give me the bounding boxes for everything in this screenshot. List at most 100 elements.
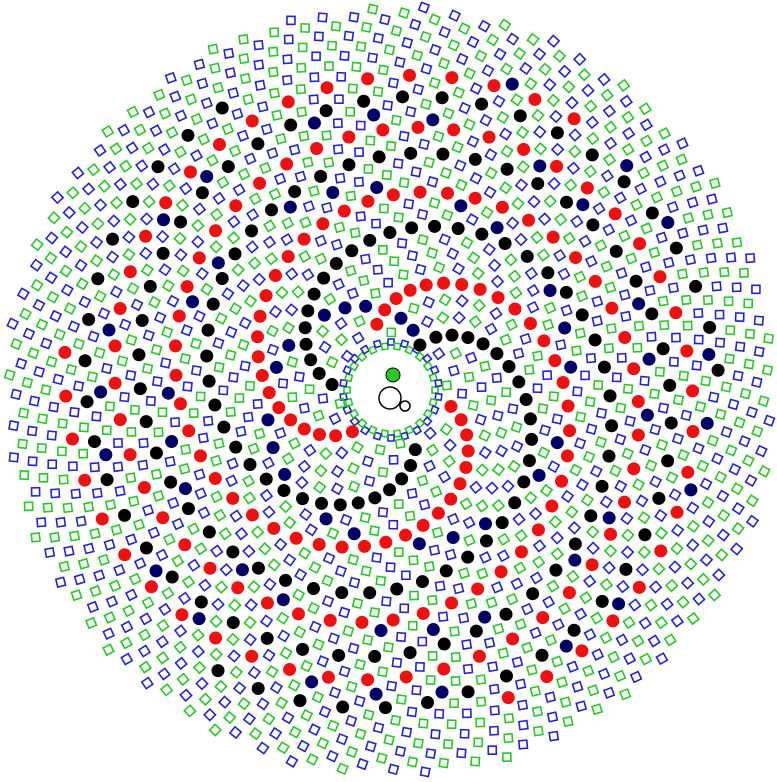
square-marker (89, 584, 102, 598)
square-marker (26, 425, 38, 437)
red-dot (419, 278, 433, 292)
square-marker (662, 256, 675, 269)
square-marker (692, 164, 705, 177)
square-marker (528, 506, 543, 521)
square-marker (463, 371, 475, 383)
square-marker (574, 327, 587, 339)
square-marker (693, 308, 704, 319)
square-marker (457, 612, 470, 624)
red-dot (113, 413, 127, 427)
square-marker (490, 581, 504, 594)
square-marker (632, 342, 643, 353)
square-marker (615, 402, 627, 414)
square-marker (161, 586, 175, 600)
red-dot (370, 317, 384, 331)
square-marker (209, 614, 223, 629)
square-marker (118, 159, 133, 173)
square-marker (447, 38, 461, 52)
square-marker (622, 383, 634, 395)
square-marker (192, 202, 207, 216)
square-marker (126, 281, 140, 296)
square-marker (497, 647, 510, 659)
square-marker (152, 489, 165, 502)
black-dot (226, 545, 240, 559)
square-marker (191, 235, 205, 249)
square-marker (670, 614, 685, 628)
black-dot (251, 137, 265, 151)
square-marker (228, 302, 243, 316)
square-marker (372, 32, 385, 44)
square-marker (557, 64, 572, 79)
square-marker (517, 699, 529, 711)
square-marker (137, 628, 152, 642)
square-marker (239, 72, 252, 85)
navy-dot (367, 108, 381, 122)
square-marker (46, 430, 57, 441)
square-marker (438, 233, 451, 246)
black-dot (603, 389, 617, 403)
square-marker (253, 39, 264, 51)
square-marker (369, 287, 381, 299)
square-marker (353, 695, 366, 708)
square-marker (261, 456, 275, 470)
square-marker (355, 41, 367, 52)
black-dot (523, 412, 537, 426)
red-dot (251, 350, 265, 364)
square-marker (422, 408, 434, 420)
square-marker (209, 240, 223, 254)
navy-dot (102, 323, 116, 337)
black-dot (531, 177, 545, 191)
square-marker (635, 494, 649, 508)
square-marker (188, 408, 199, 419)
red-dot (245, 114, 259, 128)
black-dot (363, 233, 377, 247)
square-marker (621, 110, 635, 125)
square-marker (286, 355, 299, 368)
square-marker (54, 576, 67, 589)
square-marker (406, 249, 419, 262)
red-dot (522, 213, 536, 227)
square-marker (426, 175, 439, 188)
square-marker (256, 741, 270, 755)
square-marker (243, 294, 258, 308)
square-marker (501, 479, 515, 493)
square-marker (56, 446, 67, 457)
square-marker (575, 478, 590, 492)
square-marker (562, 715, 574, 728)
square-marker (491, 498, 506, 513)
square-marker (117, 123, 131, 137)
square-marker (629, 670, 643, 684)
square-marker (585, 115, 600, 130)
square-marker (263, 219, 277, 233)
red-dot (556, 375, 570, 389)
square-marker (44, 546, 56, 559)
square-marker (107, 214, 121, 228)
red-dot (399, 670, 413, 684)
square-marker (302, 200, 316, 213)
spiral-points (3, 1, 776, 778)
square-marker (425, 675, 436, 686)
square-marker (602, 223, 616, 237)
black-dot (332, 648, 346, 662)
square-marker (589, 464, 603, 478)
square-marker (558, 602, 572, 616)
red-dot (379, 535, 393, 549)
square-marker (120, 620, 134, 634)
square-marker (671, 332, 681, 343)
square-marker (227, 87, 240, 99)
square-marker (114, 485, 126, 497)
square-marker (6, 317, 20, 331)
red-dot (255, 369, 269, 383)
square-marker (174, 656, 188, 671)
square-marker (505, 216, 520, 230)
square-marker (315, 324, 330, 339)
square-marker (475, 499, 489, 513)
square-marker (284, 303, 299, 317)
square-marker (235, 425, 247, 438)
square-marker (339, 513, 353, 527)
navy-dot (406, 323, 420, 337)
square-marker (377, 244, 388, 255)
square-marker (299, 507, 313, 522)
square-marker (138, 437, 149, 449)
square-marker (519, 332, 532, 346)
